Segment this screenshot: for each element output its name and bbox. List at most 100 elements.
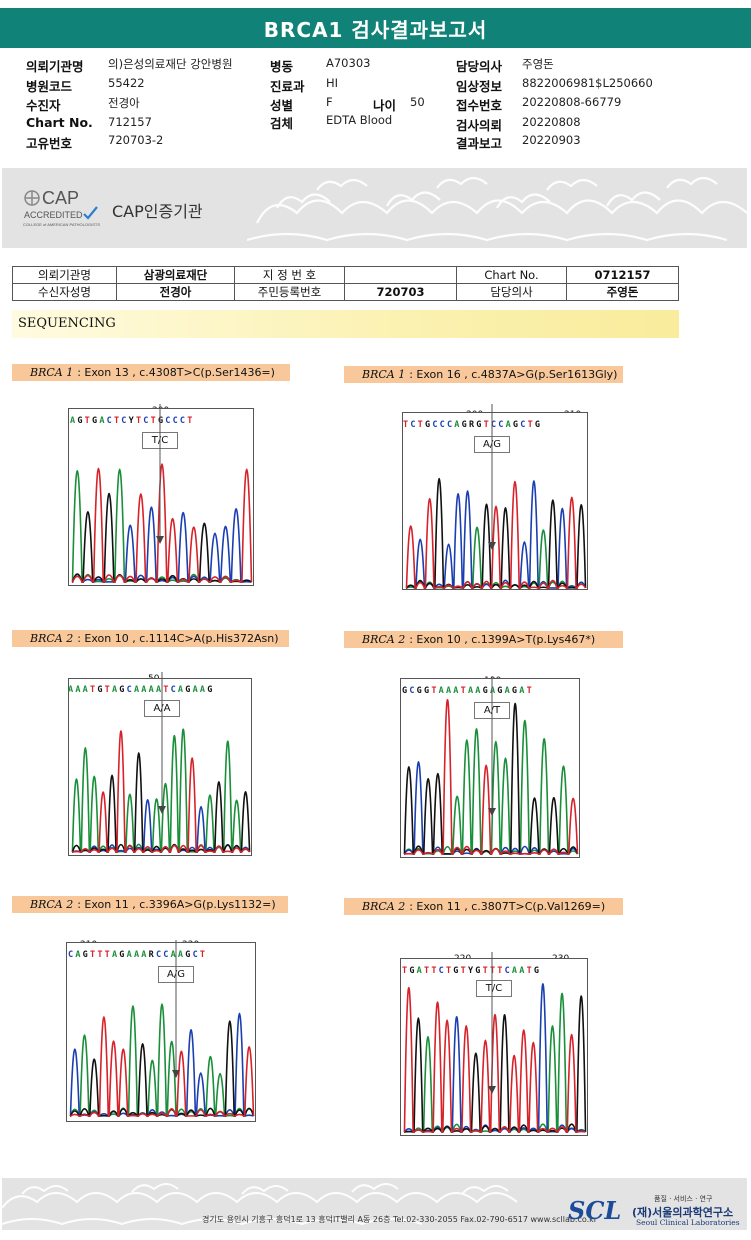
section-title: SEQUENCING	[18, 316, 116, 331]
trace-t	[71, 463, 253, 583]
sequencing-section-header: SEQUENCING	[12, 310, 679, 338]
cap-logo-text: CAP	[42, 188, 79, 208]
table-cell: 주영돈	[566, 283, 679, 301]
table-row: 수신자성명 전경아 주민등록번호 720703 담당의사 주영돈	[12, 283, 679, 301]
chromatogram-panel: 100 GCGGTAAATAAGAGAGAT A/T	[396, 672, 586, 862]
variant-desc: : Exon 13 , c.4308T>C(p.Ser1436=)	[77, 366, 275, 379]
gene-name: BRCA 2	[362, 633, 406, 646]
trace-g	[69, 1020, 255, 1117]
trace-t	[72, 730, 251, 853]
info-value: 50	[410, 95, 425, 109]
info-value: 55422	[108, 76, 145, 90]
cap-accreditation-band: CAP ACCREDITED COLLEGE of AMERICAN PATHO…	[2, 168, 747, 248]
info-value: F	[326, 95, 333, 109]
cap-label: CAP인증기관	[112, 202, 203, 221]
gene-name: BRCA 1	[30, 366, 74, 379]
trace-t	[404, 699, 579, 855]
info-value: 의)은성의료재단 강안병원	[108, 57, 233, 71]
patient-info: 의뢰기관명 의)은성의료재단 강안병원 병동 A70303 담당의사 주영돈 병…	[0, 56, 751, 152]
gene-name: BRCA 2	[30, 632, 74, 645]
trace-t	[403, 986, 586, 1133]
table-cell: 담당의사	[456, 283, 567, 301]
chromatogram-panel: 210 220 CAGTTTAGAAARCCAAGCT A/G	[62, 940, 262, 1130]
table-cell: Chart No.	[456, 266, 567, 284]
chromatogram-panel: 200 AGTGACTCYTCTGCCCT T/C	[60, 392, 260, 592]
variant-label: BRCA 1: Exon 16 , c.4837A>G(p.Ser1613Gly…	[344, 366, 623, 383]
trace-c	[403, 983, 587, 1133]
info-label: 진료과	[270, 79, 305, 94]
arrow-down-icon	[172, 1070, 180, 1078]
info-value: HI	[326, 76, 339, 90]
base-sequence: CAGTTTAGAAARCCAAGCT	[68, 950, 208, 960]
info-value: 20220808	[522, 115, 581, 129]
info-label: 담당의사	[456, 59, 503, 74]
report-title: BRCA1 검사결과보고서	[0, 8, 751, 48]
trace-t	[405, 481, 587, 589]
info-value: A70303	[326, 56, 371, 70]
chromatogram-trace	[71, 404, 253, 583]
trace-a	[71, 468, 252, 583]
info-label: 나이	[373, 98, 397, 113]
org-name-kr: (재)서울의과학연구소	[632, 1206, 734, 1219]
chromatogram-trace	[403, 676, 579, 855]
info-label: 접수번호	[456, 98, 503, 113]
gene-name: BRCA 2	[362, 900, 406, 913]
info-value: 20220808-66779	[522, 95, 622, 109]
variant-desc: : Exon 11 , c.3396A>G(p.Lys1132=)	[77, 898, 276, 911]
info-label: 검체	[270, 116, 294, 131]
info-value: 8822006981$L250660	[522, 76, 653, 90]
trace-c	[71, 506, 252, 583]
scl-logo: SCL	[568, 1196, 622, 1225]
arrow-down-icon	[158, 806, 166, 814]
footer-address: 경기도 용인시 기흥구 흥덕1로 13 흥덕IT밸리 A동 26층 Tel.02…	[202, 1215, 598, 1224]
variant-desc: : Exon 11 , c.3807T>C(p.Val1269=)	[409, 900, 606, 913]
arrow-down-icon	[488, 808, 496, 816]
footer-tagline: 품질 · 서비스 · 연구	[654, 1195, 713, 1203]
chromatogram-trace	[71, 672, 251, 853]
chromatogram-panel: 200 210 TCTGCCCAGRGTCCAGCTG A/G	[396, 396, 592, 596]
info-label: 성별	[270, 98, 294, 113]
cap-logo-small: COLLEGE of AMERICAN PATHOLOGISTS	[23, 222, 100, 227]
info-label: 병원코드	[26, 79, 73, 94]
chromatogram-panel: 220 230 TGATTCTGTYGTTTCAATG T/C	[396, 952, 592, 1138]
info-value: EDTA Blood	[326, 113, 393, 127]
table-cell: 삼광의료재단	[116, 266, 235, 284]
info-value: 720703-2	[108, 133, 164, 147]
arrow-down-icon	[156, 536, 164, 544]
info-label: 병동	[270, 59, 294, 74]
chromatogram-trace	[69, 940, 255, 1117]
table-cell: 전경아	[116, 283, 235, 301]
variant-label: BRCA 2: Exon 11 , c.3396A>G(p.Lys1132=)	[12, 896, 288, 913]
info-label: 결과보고	[456, 136, 503, 151]
info-value: 712157	[108, 115, 152, 129]
variant-desc: : Exon 16 , c.4837A>G(p.Ser1613Gly)	[409, 368, 618, 381]
chromatogram-trace	[405, 404, 587, 589]
info-label: 임상정보	[456, 79, 503, 94]
base-sequence: TGATTCTGTYGTTTCAATG	[402, 966, 542, 976]
table-cell: 의뢰기관명	[12, 266, 117, 284]
trace-g	[71, 752, 251, 853]
trace-g	[405, 477, 587, 589]
info-label: 의뢰기관명	[26, 59, 84, 74]
info-label: 검사의뢰	[456, 118, 503, 133]
table-cell	[344, 266, 457, 284]
variant-label: BRCA 2: Exon 10 , c.1399A>T(p.Lys467*)	[344, 631, 623, 648]
info-value: 20220903	[522, 133, 581, 147]
variant-desc: : Exon 10 , c.1399A>T(p.Lys467*)	[409, 633, 596, 646]
info-value: 전경아	[108, 96, 140, 110]
cap-logo-sub: ACCREDITED	[24, 210, 83, 220]
arrow-down-icon	[488, 542, 496, 550]
gene-name: BRCA 2	[30, 898, 74, 911]
info-label: 수진자	[26, 98, 61, 113]
patient-table: 의뢰기관명 삼광의료재단 지 정 번 호 Chart No. 0712157 수…	[12, 266, 679, 301]
table-cell: 720703	[344, 283, 457, 301]
table-cell: 지 정 번 호	[234, 266, 345, 284]
footer-band: 경기도 용인시 기흥구 흥덕1로 13 흥덕IT밸리 A동 26층 Tel.02…	[2, 1178, 747, 1230]
chromatogram-trace	[403, 952, 587, 1133]
chromatogram-panel: 50 AAATGTAGCAAAATCAGAAG A/A	[60, 672, 260, 862]
table-cell: 수신자성명	[12, 283, 117, 301]
info-label: Chart No.	[26, 115, 93, 130]
org-name-en: Seoul Clinical Laboratories	[636, 1218, 740, 1227]
gene-name: BRCA 1	[362, 368, 406, 381]
base-sequence: AAATGTAGCAAAATCAGAAG	[68, 685, 215, 695]
